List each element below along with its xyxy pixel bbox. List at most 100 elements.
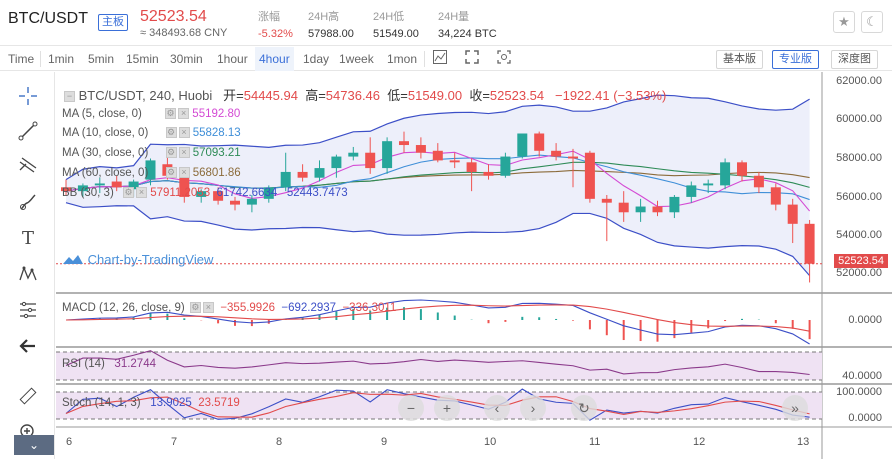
close-icon[interactable]: × xyxy=(178,167,190,179)
version-basic-button[interactable]: 基本版 xyxy=(716,50,763,69)
ma60-label: MA (60, close, 0) xyxy=(62,167,149,179)
low-value: 51549.00 xyxy=(407,88,463,103)
timeframe-time[interactable]: Time xyxy=(8,52,35,66)
close-icon[interactable]: × xyxy=(178,127,190,139)
fib-tool-icon[interactable] xyxy=(14,296,42,324)
candle-body xyxy=(568,156,578,159)
bb-label: BB (30, 3) xyxy=(62,187,114,199)
time-tick: 11 xyxy=(589,436,601,448)
timeframe-15min[interactable]: 15min xyxy=(126,52,159,66)
stat-label: 24H量 xyxy=(438,11,470,23)
timeframe-1day[interactable]: 1day xyxy=(303,52,330,66)
scroll-left-button[interactable]: ‹ xyxy=(484,395,510,421)
tradingview-watermark[interactable]: Chart-by-TradingView xyxy=(62,252,213,267)
rsi-legend: RSI (14) 31.2744 xyxy=(62,358,156,370)
stat-value: -5.32% xyxy=(258,28,293,40)
stoch-tick: 100.0000 xyxy=(836,386,882,398)
stoch-label: Stoch (14, 1, 3) xyxy=(62,397,141,409)
main-legend: − BTC/USDT, 240, Huobi 开=54445.94 高=5473… xyxy=(62,85,666,104)
timeframe-4hour[interactable]: 4hour xyxy=(255,47,294,71)
trend-line-icon[interactable] xyxy=(14,117,42,145)
pair-title[interactable]: BTC/USDT xyxy=(8,10,88,27)
candle-body xyxy=(449,160,460,163)
stoch-tick: 0.0000 xyxy=(848,412,882,424)
multi-line-icon[interactable] xyxy=(14,152,42,180)
version-pro-button[interactable]: 专业版 xyxy=(772,50,819,69)
rsi-tick: 40.0000 xyxy=(842,370,882,382)
zoom-out-button[interactable]: − xyxy=(398,395,424,421)
settings-icon[interactable]: ⚙ xyxy=(165,127,177,139)
candle-body xyxy=(314,168,325,178)
settings-icon[interactable]: ⚙ xyxy=(165,108,177,120)
candle-body xyxy=(618,202,629,213)
close-icon[interactable]: × xyxy=(135,187,147,199)
favorite-star-button[interactable]: ★ xyxy=(833,11,855,33)
price-chart[interactable]: − BTC/USDT, 240, Huobi 开=54445.94 高=5473… xyxy=(56,72,892,459)
candle-body xyxy=(500,156,511,176)
screenshot-icon[interactable] xyxy=(494,50,514,68)
cny-price: ≈ 348493.68 CNY xyxy=(140,27,228,39)
rsi-line xyxy=(65,350,810,376)
text-tool-icon[interactable]: T xyxy=(21,228,34,249)
candle-body xyxy=(263,187,274,199)
last-price-tag: 52523.54 xyxy=(834,254,888,268)
back-arrow-icon[interactable] xyxy=(14,332,42,360)
collapse-tools-button[interactable]: ⌄ xyxy=(14,435,54,455)
drawing-tools-sidebar: T ⌄ xyxy=(0,72,55,459)
candles xyxy=(61,131,815,283)
scroll-to-end-button[interactable]: » xyxy=(782,395,808,421)
macd-value-2: −692.2937 xyxy=(281,302,337,314)
time-tick: 10 xyxy=(484,436,497,448)
brush-icon[interactable] xyxy=(14,189,42,217)
theme-toggle-button[interactable]: ☾ xyxy=(861,11,883,33)
candle-body xyxy=(348,152,359,157)
zoom-in-button[interactable]: + xyxy=(434,395,460,421)
tradingview-logo-icon xyxy=(62,252,88,267)
settings-icon[interactable]: ⚙ xyxy=(165,167,177,179)
scroll-right-button[interactable]: › xyxy=(520,395,546,421)
collapse-icon[interactable]: − xyxy=(64,91,75,103)
settings-icon[interactable]: ⚙ xyxy=(122,187,134,199)
chevron-down-icon: ⌄ xyxy=(28,438,40,452)
candle-body xyxy=(280,171,291,188)
timeframe-1min[interactable]: 1min xyxy=(48,52,75,66)
candle-body xyxy=(382,141,393,169)
rsi-plot xyxy=(65,350,810,376)
timeframe-1week[interactable]: 1week xyxy=(339,52,374,66)
timeframe-30min[interactable]: 30min xyxy=(170,52,203,66)
candle-body xyxy=(787,204,798,224)
candle-body xyxy=(584,152,595,199)
close-value: 52523.54 xyxy=(489,88,545,103)
indicators-icon[interactable] xyxy=(430,50,450,68)
settings-icon[interactable]: ⚙ xyxy=(189,302,201,314)
candle-body xyxy=(804,223,815,264)
close-icon[interactable]: × xyxy=(202,302,214,314)
timeframe-1mon[interactable]: 1mon xyxy=(387,52,418,66)
candle-body xyxy=(145,160,156,180)
ma60-value: 56801.86 xyxy=(192,167,241,179)
crosshair-icon[interactable] xyxy=(14,82,42,110)
signal-line xyxy=(65,304,810,332)
reset-chart-button[interactable]: ↻ xyxy=(571,395,597,421)
ruler-icon[interactable] xyxy=(14,382,42,410)
candle-body xyxy=(551,150,562,157)
candle-body xyxy=(652,206,663,213)
low-label: 低= xyxy=(387,88,408,103)
settings-icon[interactable]: ⚙ xyxy=(165,147,177,159)
high-value: 54736.46 xyxy=(325,88,381,103)
timeframe-1hour[interactable]: 1hour xyxy=(217,52,248,66)
candle-body xyxy=(686,185,697,197)
candle-body xyxy=(297,171,308,178)
candle-body xyxy=(399,141,409,146)
candle-body xyxy=(179,177,190,197)
depth-chart-button[interactable]: 深度图 xyxy=(831,50,878,69)
high-label: 高= xyxy=(305,88,326,103)
pattern-icon[interactable] xyxy=(14,260,42,288)
stoch-value-1: 13.9025 xyxy=(150,397,192,409)
candle-body xyxy=(770,187,781,205)
fullscreen-icon[interactable] xyxy=(462,50,482,68)
timeframe-5min[interactable]: 5min xyxy=(88,52,115,66)
close-icon[interactable]: × xyxy=(178,108,190,120)
close-icon[interactable]: × xyxy=(178,147,190,159)
rsi-value: 31.2744 xyxy=(114,358,156,370)
